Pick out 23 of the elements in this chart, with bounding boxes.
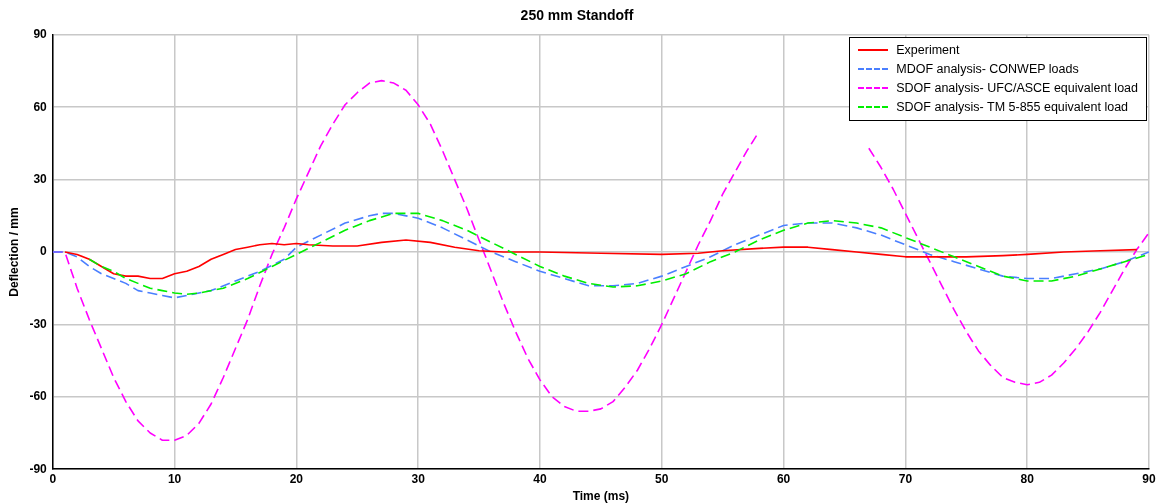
x-tick-label: 40 [533, 471, 547, 486]
x-tick-label: 50 [655, 471, 669, 486]
x-tick-label: 20 [289, 471, 304, 486]
y-tick-label: -90 [29, 461, 48, 476]
y-axis-title: Deflection / mm [6, 207, 21, 297]
legend-label: Experiment [896, 43, 960, 58]
x-tick-label: 60 [776, 471, 791, 486]
x-tick-label: 10 [167, 471, 182, 486]
x-tick-label: 80 [1020, 471, 1035, 486]
x-tick-label: 90 [1142, 471, 1156, 486]
y-tick-label: -60 [29, 389, 48, 404]
legend-label: SDOF analysis- UFC/ASCE equivalent load [896, 81, 1138, 96]
legend-label: MDOF analysis- CONWEP loads [896, 62, 1079, 77]
y-tick-label: 0 [40, 244, 48, 259]
y-tick-label: -30 [29, 316, 48, 331]
y-tick-label: 60 [33, 99, 48, 114]
legend-label: SDOF analysis- TM 5-855 equivalent load [896, 100, 1129, 115]
x-tick-label: 70 [898, 471, 913, 486]
y-tick-label: 90 [33, 27, 48, 42]
x-axis-title: Time (ms) [572, 489, 630, 504]
y-tick-label: 30 [33, 171, 48, 186]
chart-title: 250 mm Standoff [520, 7, 634, 24]
x-tick-label: 30 [411, 471, 426, 486]
